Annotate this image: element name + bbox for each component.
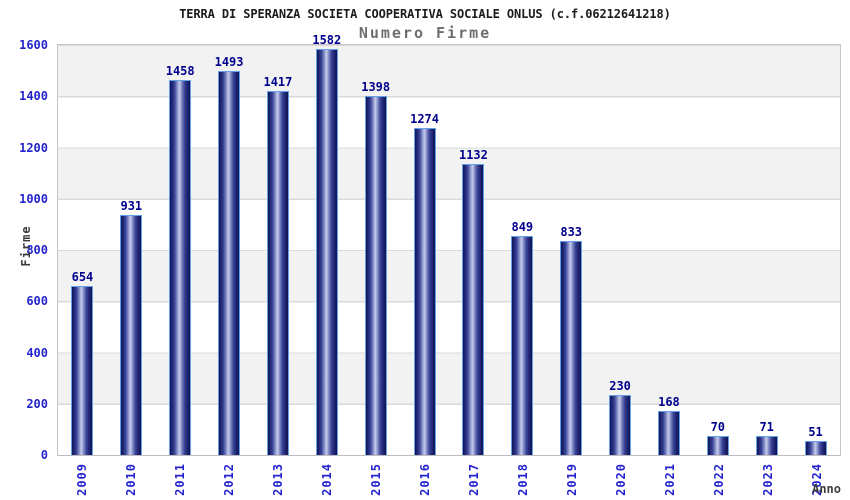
bar-2020: 230 — [609, 380, 632, 455]
bar-slot-2024: 51 — [791, 45, 840, 455]
bar-2011: 1458 — [166, 65, 195, 455]
x-tick-slot: 2015 — [351, 463, 400, 496]
x-tick-2016: 2016 — [417, 463, 432, 496]
y-tick-600: 600 — [26, 294, 48, 309]
x-tick-2009: 2009 — [74, 463, 89, 496]
bar-slot-2018: 849 — [498, 45, 547, 455]
x-tick-slot: 2012 — [204, 463, 253, 496]
bar-slot-2009: 654 — [58, 45, 107, 455]
bar-value-label: 849 — [511, 220, 534, 234]
x-tick-slot: 2009 — [57, 463, 106, 496]
x-tick-2021: 2021 — [662, 463, 677, 496]
x-tick-slot: 2014 — [302, 463, 351, 496]
x-tick-slot: 2011 — [155, 463, 204, 496]
bar-value-label: 1582 — [312, 33, 342, 47]
bar-value-label: 1398 — [361, 80, 391, 94]
x-tick-slot: 2019 — [547, 463, 596, 496]
bar-slot-2015: 1398 — [351, 45, 400, 455]
x-tick-2010: 2010 — [123, 463, 138, 496]
x-tick-2011: 2011 — [172, 463, 187, 496]
bar-2017: 1132 — [459, 149, 488, 455]
y-tick-200: 200 — [26, 396, 48, 411]
bar-slot-2014: 1582 — [302, 34, 351, 455]
bar-2016: 1274 — [410, 113, 439, 455]
x-tick-2019: 2019 — [564, 463, 579, 496]
bar-slot-2011: 1458 — [156, 45, 205, 455]
bar-slot-2016: 1274 — [400, 45, 449, 455]
x-tick-slot: 2023 — [743, 463, 792, 496]
bar-2019: 833 — [560, 226, 583, 455]
bar-value-label: 931 — [120, 199, 143, 213]
bar-slot-2012: 1493 — [205, 45, 254, 455]
chart-subtitle: Numero Firme — [358, 24, 492, 42]
bar-2023: 71 — [755, 421, 778, 455]
x-tick-2018: 2018 — [515, 463, 530, 496]
x-tick-2013: 2013 — [270, 463, 285, 496]
chart-title: TERRA DI SPERANZA SOCIETA COOPERATIVA SO… — [179, 7, 671, 21]
bars-container: 654 931 1458 1493 1417 1582 1398 1274 1132 849 833… — [58, 34, 840, 455]
bar-value-label: 833 — [560, 225, 583, 239]
plot-area: 654 931 1458 1493 1417 1582 1398 1274 1132 849 833… — [57, 34, 841, 456]
bar-value-label: 1132 — [458, 148, 488, 162]
bar-2014: 1582 — [312, 34, 341, 455]
y-tick-1000: 1000 — [19, 191, 48, 206]
x-tick-slot: 2017 — [449, 463, 498, 496]
bar-2022: 70 — [706, 421, 729, 455]
x-axis-tick-labels: 2009 2010 2011 2012 2013 2014 2015 2016 2017 2018… — [57, 463, 841, 496]
bar-slot-2023: 71 — [742, 45, 791, 455]
bar-2018: 849 — [511, 221, 534, 455]
x-tick-slot: 2010 — [106, 463, 155, 496]
bar-value-label: 1417 — [263, 75, 293, 89]
y-tick-1200: 1200 — [19, 140, 48, 155]
y-tick-800: 800 — [26, 243, 48, 257]
bar-slot-2010: 931 — [107, 45, 156, 455]
bar-2015: 1398 — [361, 81, 390, 455]
bar-2013: 1417 — [263, 76, 292, 455]
bar-slot-2019: 833 — [547, 45, 596, 455]
bar-slot-2020: 230 — [596, 45, 645, 455]
bar-value-label: 1458 — [165, 64, 195, 78]
bar-slot-2022: 70 — [693, 45, 742, 455]
bar-value-label: 70 — [710, 420, 726, 434]
bar-value-label: 654 — [71, 270, 94, 284]
x-tick-2020: 2020 — [613, 463, 628, 496]
bar-2010: 931 — [120, 200, 143, 455]
x-tick-2014: 2014 — [319, 463, 334, 496]
x-tick-2015: 2015 — [368, 463, 383, 496]
x-tick-slot: 2018 — [498, 463, 547, 496]
x-tick-2022: 2022 — [711, 463, 726, 496]
y-axis-title: Firme — [19, 225, 33, 267]
bar-2009: 654 — [71, 271, 94, 455]
bar-value-label: 168 — [658, 395, 680, 409]
bar-2012: 1493 — [215, 56, 244, 455]
bar-value-label: 230 — [609, 379, 631, 393]
x-tick-slot: 2021 — [645, 463, 694, 496]
x-tick-slot: 2016 — [400, 463, 449, 496]
bar-slot-2013: 1417 — [254, 45, 303, 455]
bar-value-label: 1493 — [214, 55, 244, 69]
bar-2021: 168 — [657, 396, 680, 455]
bar-slot-2017: 1132 — [449, 45, 498, 455]
bar-value-label: 1274 — [410, 112, 440, 126]
y-tick-1600: 1600 — [19, 38, 48, 52]
x-tick-2023: 2023 — [760, 463, 775, 496]
x-tick-slot: 2020 — [596, 463, 645, 496]
y-tick-400: 400 — [26, 345, 48, 360]
bar-value-label: 51 — [808, 425, 823, 439]
x-tick-2012: 2012 — [221, 463, 236, 496]
x-tick-2017: 2017 — [466, 463, 481, 496]
y-tick-1400: 1400 — [19, 89, 48, 104]
bar-2024: 51 — [804, 426, 827, 455]
x-tick-slot: 2013 — [253, 463, 302, 496]
bar-slot-2021: 168 — [645, 45, 694, 455]
x-tick-slot: 2022 — [694, 463, 743, 496]
bar-value-label: 71 — [759, 420, 774, 434]
x-axis-title: Anno — [812, 482, 841, 496]
y-tick-0: 0 — [40, 448, 48, 462]
